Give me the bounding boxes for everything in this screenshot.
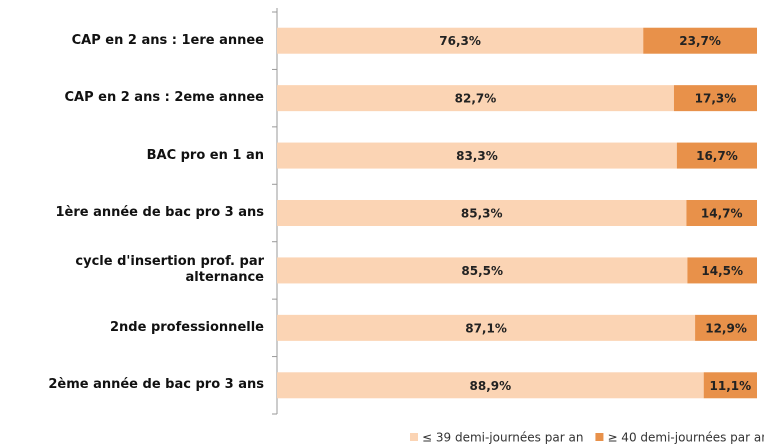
bar-segment	[277, 142, 677, 169]
value-label: 16,7%	[696, 149, 738, 163]
value-label: 17,3%	[695, 92, 737, 106]
value-label: 11,1%	[710, 379, 752, 393]
value-label: 83,3%	[456, 149, 498, 163]
category-label: 2nde professionnelle	[110, 319, 264, 335]
category-label: 1ère année de bac pro 3 ans	[55, 205, 264, 220]
legend-label: ≥ 40 demi-journées par an	[607, 431, 764, 445]
value-label: 82,7%	[455, 92, 497, 106]
category-label: cycle d'insertion prof. par alternance	[75, 254, 264, 286]
bar-segment	[703, 372, 757, 399]
value-label: 76,3%	[439, 34, 481, 48]
legend-swatch	[410, 433, 418, 441]
value-label: 23,7%	[679, 34, 721, 48]
value-label: 85,3%	[461, 207, 503, 221]
value-label: 14,7%	[701, 207, 743, 221]
category-label: CAP en 2 ans : 1ere annee	[71, 32, 264, 48]
value-label: 87,1%	[465, 321, 507, 335]
category-label: BAC pro en 1 an	[146, 147, 264, 163]
category-label: CAP en 2 ans : 2eme annee	[64, 90, 264, 106]
bar-segment	[277, 27, 644, 54]
bar-segment	[277, 200, 687, 226]
legend-swatch	[595, 433, 604, 441]
value-label: 88,9%	[470, 379, 512, 393]
bar-segment	[687, 257, 757, 284]
bar-segment	[277, 372, 704, 399]
bar-segment	[686, 200, 757, 226]
bar-segment	[676, 142, 757, 169]
value-label: 14,5%	[701, 264, 743, 278]
bar-segment	[673, 85, 757, 112]
bar-segment	[643, 27, 757, 54]
bar-segment	[695, 314, 757, 341]
legend-label: ≤ 39 demi-journées par an	[422, 431, 583, 445]
value-label: 12,9%	[705, 321, 747, 335]
category-label: 2ème année de bac pro 3 ans	[48, 377, 264, 393]
bar-segment	[277, 257, 688, 284]
bar-segment	[277, 314, 696, 341]
bar-segment	[277, 85, 674, 112]
value-label: 85,5%	[461, 264, 503, 278]
